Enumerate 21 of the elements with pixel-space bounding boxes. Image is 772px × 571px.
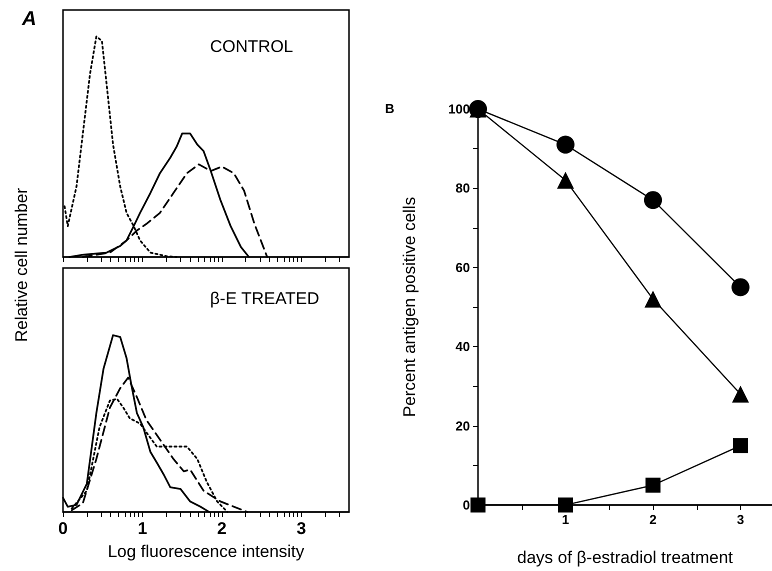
y-tick-label: 100	[448, 102, 470, 116]
y-axis-title: Relative cell number	[12, 188, 32, 342]
x-axis-title: Log fluorescence intensity	[108, 542, 304, 562]
x-tick-label: 1	[562, 512, 570, 527]
x-axis-title: days of β-estradiol treatment	[517, 548, 733, 568]
y-axis-title: Percent antigen positive cells	[400, 196, 420, 418]
y-tick-label: 40	[456, 339, 470, 354]
x-tick-label: 3	[736, 512, 744, 527]
chart-title: β-E TREATED	[210, 289, 320, 308]
x-tick-label: 2	[217, 519, 227, 538]
text: B	[385, 101, 394, 116]
y-tick-label: 80	[456, 180, 470, 196]
x-tick-label: 3	[296, 519, 306, 538]
x-tick-label: 2	[649, 512, 657, 527]
x-tick-label: 1	[138, 519, 148, 538]
y-tick-label: 60	[456, 260, 470, 275]
y-tick-label: 20	[456, 418, 470, 434]
y-tick-label: 0	[462, 498, 470, 512]
text: A	[22, 8, 36, 31]
chart-title: CONTROL	[210, 37, 294, 56]
x-tick-label: 0	[58, 519, 68, 538]
